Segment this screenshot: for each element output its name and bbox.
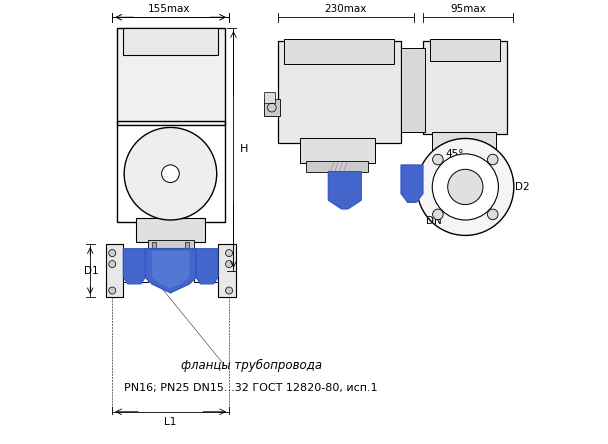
Bar: [264, 99, 280, 116]
Bar: [123, 260, 148, 282]
Polygon shape: [328, 171, 361, 209]
Circle shape: [488, 209, 498, 220]
Bar: [430, 39, 500, 61]
Polygon shape: [152, 251, 190, 288]
Text: 230max: 230max: [325, 4, 367, 14]
Text: PN16; PN25 DN15...32 ГОСТ 12820-80, исп.1: PN16; PN25 DN15...32 ГОСТ 12820-80, исп.…: [124, 383, 378, 392]
Text: фланцы трубопровода: фланцы трубопровода: [181, 359, 322, 372]
Bar: [436, 154, 489, 165]
Circle shape: [226, 261, 233, 268]
Bar: [432, 132, 496, 156]
Bar: [401, 48, 425, 132]
Text: D2: D2: [515, 182, 530, 192]
Text: L1: L1: [164, 417, 177, 428]
Circle shape: [432, 154, 499, 220]
Bar: [278, 41, 401, 143]
Circle shape: [162, 165, 179, 182]
Polygon shape: [123, 249, 145, 284]
Polygon shape: [196, 249, 218, 284]
Bar: [137, 218, 205, 242]
Circle shape: [433, 209, 443, 220]
Circle shape: [417, 139, 514, 235]
Text: 45°: 45°: [445, 149, 463, 159]
Bar: [194, 260, 218, 282]
Bar: [306, 160, 368, 171]
Circle shape: [109, 250, 116, 257]
Bar: [106, 244, 123, 297]
Bar: [148, 240, 194, 249]
Circle shape: [447, 169, 483, 205]
Bar: [300, 139, 375, 163]
Circle shape: [226, 250, 233, 257]
Circle shape: [109, 287, 116, 294]
Bar: [123, 28, 218, 55]
Bar: [218, 244, 236, 297]
Circle shape: [124, 127, 216, 220]
Polygon shape: [145, 249, 196, 293]
Text: DN: DN: [426, 216, 442, 226]
Text: 4отв. d: 4отв. d: [449, 165, 483, 174]
Bar: [117, 28, 225, 125]
Circle shape: [109, 261, 116, 268]
Bar: [117, 121, 225, 222]
Polygon shape: [401, 165, 423, 202]
Bar: [284, 39, 395, 63]
Bar: [185, 242, 190, 249]
Text: D1: D1: [84, 266, 98, 276]
Bar: [152, 242, 156, 249]
Bar: [264, 92, 275, 103]
Circle shape: [488, 154, 498, 165]
Circle shape: [433, 154, 443, 165]
Circle shape: [226, 287, 233, 294]
Text: H: H: [240, 144, 249, 155]
Bar: [423, 41, 506, 134]
Text: 155max: 155max: [148, 4, 191, 14]
Text: 95max: 95max: [450, 4, 486, 14]
